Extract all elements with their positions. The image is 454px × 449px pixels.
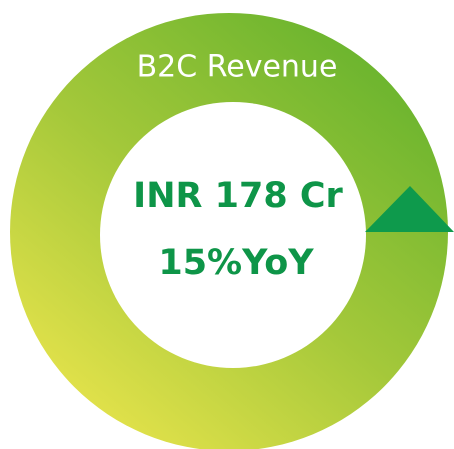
inner-circle <box>100 102 366 368</box>
up-arrow <box>365 186 454 232</box>
revenue-value: INR 178 Cr <box>133 176 343 216</box>
title: B2C Revenue <box>137 50 338 85</box>
growth: 15%YoY <box>158 243 314 283</box>
